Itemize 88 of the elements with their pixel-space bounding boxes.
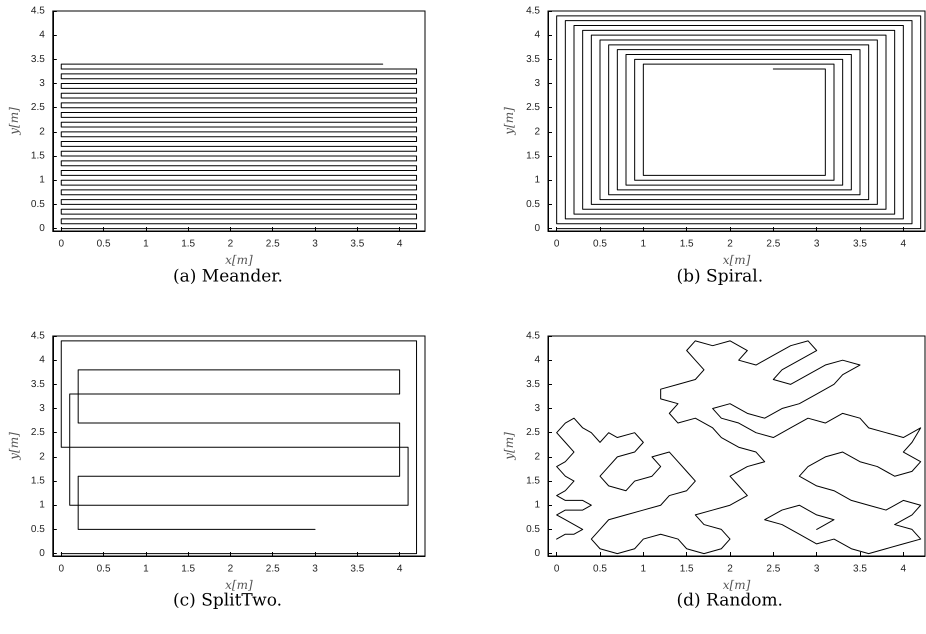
x-tick-label: 1.5 xyxy=(181,238,196,250)
y-tick-label: 0.5 xyxy=(526,524,540,535)
y-tick-label: 1 xyxy=(534,500,540,511)
x-tick-label: 2.5 xyxy=(266,564,280,574)
x-tick-label: 3 xyxy=(814,564,820,574)
y-tick-label: 3 xyxy=(534,403,540,414)
text: (a) Meander. xyxy=(173,266,283,286)
text: (c) SplitTwo. xyxy=(173,590,282,610)
x-tick-label: 0.5 xyxy=(593,564,608,574)
y-axis-title: y[m] xyxy=(502,432,516,461)
x-tick-label: 2.5 xyxy=(766,238,781,250)
y-tick-label: 0 xyxy=(39,548,46,560)
x-tick-label: 0.5 xyxy=(96,238,111,250)
y-tick-label: 4 xyxy=(39,30,46,41)
x-tick-label: 3.5 xyxy=(350,238,365,250)
x-axis-title: x[m] xyxy=(722,252,751,267)
y-tick-label: 3.5 xyxy=(526,378,540,390)
x-tick-label: 2.5 xyxy=(766,564,781,574)
y-tick-label: 4.5 xyxy=(30,330,46,342)
y-tick-label: 0.5 xyxy=(30,198,46,210)
y-tick-label: 3.5 xyxy=(526,54,540,65)
x-tick-label: 2 xyxy=(228,564,234,574)
y-tick-label: 2.5 xyxy=(30,427,46,438)
y-tick-label: 1.5 xyxy=(526,476,540,487)
y-tick-label: 4 xyxy=(534,30,540,41)
x-tick-label: 1 xyxy=(640,564,647,574)
x-tick-label: 2 xyxy=(727,564,734,574)
y-tick-label: 0.5 xyxy=(526,198,540,210)
y-tick-label: 1.5 xyxy=(30,150,46,162)
x-tick-label: 4 xyxy=(900,564,907,574)
x-tick-label: 1.5 xyxy=(181,564,196,574)
x-tick-label: 3.5 xyxy=(853,238,868,250)
x-tick-label: 2 xyxy=(228,238,234,250)
y-tick-label: 0 xyxy=(39,223,46,234)
x-tick-label: 0 xyxy=(554,564,560,574)
y-tick-label: 1 xyxy=(39,500,46,511)
x-tick-label: 0 xyxy=(58,564,64,574)
x-tick-label: 3 xyxy=(312,564,318,574)
x-tick-label: 4 xyxy=(396,564,403,574)
x-tick-label: 1 xyxy=(143,564,150,574)
y-tick-label: 2 xyxy=(534,126,540,138)
y-tick-label: 2 xyxy=(534,451,540,462)
x-tick-label: 0.5 xyxy=(593,238,608,250)
x-tick-label: 0 xyxy=(554,238,560,250)
x-tick-label: 3.5 xyxy=(350,564,365,574)
y-tick-label: 3.5 xyxy=(30,378,46,390)
y-tick-label: 3 xyxy=(534,78,540,90)
x-tick-label: 0.5 xyxy=(96,564,111,574)
x-axis-title: x[m] xyxy=(225,578,253,592)
y-tick-label: 1 xyxy=(39,174,46,186)
x-tick-label: 3 xyxy=(814,238,820,250)
x-axis-title: x[m] xyxy=(225,252,253,267)
x-tick-label: 4 xyxy=(396,238,403,250)
x-tick-label: 1.5 xyxy=(680,564,694,574)
y-tick-label: 0 xyxy=(534,548,540,560)
x-tick-label: 1.5 xyxy=(680,238,694,250)
y-tick-label: 1.5 xyxy=(526,150,540,162)
x-tick-label: 4 xyxy=(900,238,907,250)
y-tick-label: 4.5 xyxy=(30,6,46,16)
y-tick-label: 1 xyxy=(534,174,540,186)
text: (b) Spiral. xyxy=(676,266,764,286)
y-tick-label: 1.5 xyxy=(30,476,46,487)
y-tick-label: 4 xyxy=(39,354,46,366)
y-tick-label: 2 xyxy=(39,451,46,462)
y-tick-label: 3 xyxy=(39,78,46,90)
y-axis-title: y[m] xyxy=(7,106,21,136)
y-tick-label: 4.5 xyxy=(526,330,540,342)
y-axis-title: y[m] xyxy=(7,432,21,461)
y-tick-label: 3 xyxy=(39,403,46,414)
x-tick-label: 2.5 xyxy=(266,238,280,250)
y-tick-label: 4 xyxy=(534,354,540,366)
y-tick-label: 3.5 xyxy=(30,54,46,65)
y-tick-label: 0 xyxy=(534,223,540,234)
x-axis-title: x[m] xyxy=(722,578,751,592)
x-tick-label: 3 xyxy=(312,238,318,250)
x-tick-label: 3.5 xyxy=(853,564,868,574)
x-tick-label: 1 xyxy=(143,238,150,250)
y-axis-title: y[m] xyxy=(502,106,516,136)
x-tick-label: 1 xyxy=(640,238,647,250)
x-tick-label: 2 xyxy=(727,238,734,250)
y-tick-label: 0.5 xyxy=(30,524,46,535)
text: (d) Random. xyxy=(676,590,783,610)
y-tick-label: 4.5 xyxy=(526,6,540,16)
y-tick-label: 2.5 xyxy=(526,427,540,438)
y-tick-label: 2.5 xyxy=(526,102,540,114)
x-tick-label: 0 xyxy=(58,238,64,250)
y-tick-label: 2 xyxy=(39,126,46,138)
y-tick-label: 2.5 xyxy=(30,102,46,114)
